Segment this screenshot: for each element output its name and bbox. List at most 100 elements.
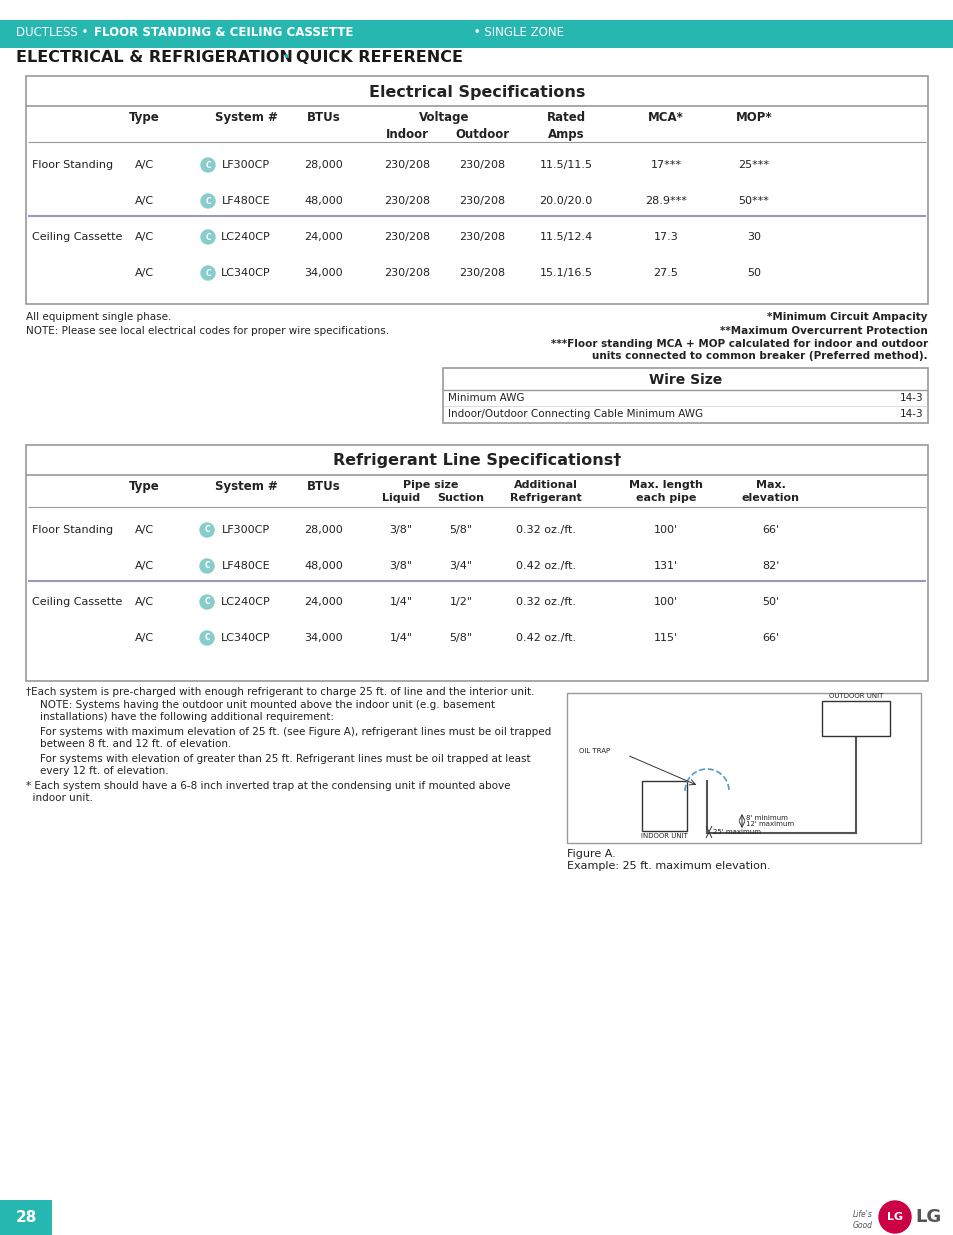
Text: LC240CP: LC240CP [221,597,271,606]
Text: 82': 82' [761,561,779,571]
Text: A/C: A/C [134,196,153,206]
Text: Suction: Suction [437,493,484,503]
Text: 24,000: 24,000 [304,232,343,242]
Text: 66': 66' [761,525,779,535]
Text: 3/8": 3/8" [389,525,412,535]
Text: Refrigerant: Refrigerant [510,493,581,503]
Text: Indoor/Outdoor Connecting Cable Minimum AWG: Indoor/Outdoor Connecting Cable Minimum … [448,409,702,419]
Text: 28: 28 [15,1209,36,1224]
Text: INDOOR UNIT: INDOOR UNIT [640,832,687,839]
Text: 34,000: 34,000 [304,634,343,643]
Text: * Each system should have a 6-8 inch inverted trap at the condensing unit if mou: * Each system should have a 6-8 inch inv… [26,781,510,803]
Text: 100': 100' [653,525,678,535]
Text: 11.5/11.5: 11.5/11.5 [539,161,592,170]
Bar [0,20,953,48]
Text: C: C [204,562,210,571]
Text: 17***: 17*** [650,161,680,170]
Text: Max.: Max. [756,480,785,490]
Text: 0.32 oz./ft.: 0.32 oz./ft. [516,525,576,535]
Text: ELECTRICAL & REFRIGERATION: ELECTRICAL & REFRIGERATION [16,49,293,64]
Text: 11.5/12.4: 11.5/12.4 [538,232,592,242]
Text: Electrical Specifications: Electrical Specifications [369,84,584,100]
Text: 17.3: 17.3 [653,232,678,242]
Text: Floor Standing: Floor Standing [32,161,113,170]
Text: A/C: A/C [134,232,153,242]
Text: **Maximum Overcurrent Protection: **Maximum Overcurrent Protection [720,326,927,336]
Text: A/C: A/C [134,597,153,606]
Text: System #: System # [214,111,277,124]
Text: 3/4": 3/4" [449,561,472,571]
Text: 230/208: 230/208 [383,232,430,242]
Text: LF300CP: LF300CP [222,161,270,170]
Text: A/C: A/C [134,561,153,571]
Text: 30: 30 [746,232,760,242]
Circle shape [201,230,214,245]
Text: 34,000: 34,000 [304,268,343,278]
Text: 48,000: 48,000 [304,196,343,206]
Text: LF480CE: LF480CE [221,561,270,571]
Circle shape [200,559,213,573]
Text: 0.42 oz./ft.: 0.42 oz./ft. [516,634,576,643]
Text: A/C: A/C [134,634,153,643]
Text: 230/208: 230/208 [383,161,430,170]
Text: 3/8": 3/8" [389,561,412,571]
Text: DUCTLESS •: DUCTLESS • [16,26,92,40]
Text: 25***: 25*** [738,161,769,170]
Text: Additional: Additional [514,480,578,490]
Text: 28,000: 28,000 [304,161,343,170]
Text: 230/208: 230/208 [383,196,430,206]
Text: C: C [205,161,211,169]
Text: LF300CP: LF300CP [222,525,270,535]
Circle shape [201,158,214,172]
Text: 24,000: 24,000 [304,597,343,606]
Text: Type: Type [129,480,159,493]
Bar [641,781,686,831]
Text: OUTDOOR UNIT: OUTDOOR UNIT [828,693,882,699]
Text: ***Floor standing MCA + MOP calculated for indoor and outdoor
units connected to: ***Floor standing MCA + MOP calculated f… [550,338,927,361]
Text: NOTE: Please see local electrical codes for proper wire specifications.: NOTE: Please see local electrical codes … [26,326,389,336]
Text: A/C: A/C [134,268,153,278]
Text: C: C [205,232,211,242]
Text: BTUs: BTUs [307,111,340,124]
Text: 100': 100' [653,597,678,606]
Text: 131': 131' [653,561,678,571]
Bar [0,1200,52,1235]
Text: For systems with elevation of greater than 25 ft. Refrigerant lines must be oil : For systems with elevation of greater th… [40,755,530,776]
Text: Liquid: Liquid [381,493,419,503]
Text: Wire Size: Wire Size [648,373,721,387]
Text: C: C [204,526,210,535]
Text: Rated: Rated [546,111,585,124]
Text: Minimum AWG: Minimum AWG [448,393,524,403]
Text: 230/208: 230/208 [458,232,504,242]
Text: A/C: A/C [134,161,153,170]
Text: 15.1/16.5: 15.1/16.5 [539,268,592,278]
Text: 14-3: 14-3 [899,393,923,403]
Text: BTUs: BTUs [307,480,340,493]
Text: 14-3: 14-3 [899,409,923,419]
Text: 1/4": 1/4" [389,634,412,643]
Text: Figure A.
Example: 25 ft. maximum elevation.: Figure A. Example: 25 ft. maximum elevat… [566,848,770,871]
Circle shape [878,1200,910,1233]
Text: 1/4": 1/4" [389,597,412,606]
Text: C: C [204,634,210,642]
Text: LC240CP: LC240CP [221,232,271,242]
Bar [26,77,927,304]
Text: 48,000: 48,000 [304,561,343,571]
Text: Pipe size: Pipe size [403,480,458,490]
Circle shape [201,194,214,207]
Text: 1/2": 1/2" [449,597,472,606]
Bar [0,1200,953,1235]
Text: Indoor: Indoor [385,128,428,141]
Text: For systems with maximum elevation of 25 ft. (see Figure A), refrigerant lines m: For systems with maximum elevation of 25… [40,727,551,748]
Text: elevation: elevation [741,493,800,503]
Text: MOP*: MOP* [735,111,772,124]
Circle shape [200,631,213,645]
Text: 27.5: 27.5 [653,268,678,278]
Text: Life's
Good: Life's Good [852,1210,872,1230]
Circle shape [200,595,213,609]
Text: †Each system is pre-charged with enough refrigerant to charge 25 ft. of line and: †Each system is pre-charged with enough … [26,687,534,697]
Text: 66': 66' [761,634,779,643]
Text: Type: Type [129,111,159,124]
Text: 5/8": 5/8" [449,634,472,643]
Bar [821,701,889,736]
